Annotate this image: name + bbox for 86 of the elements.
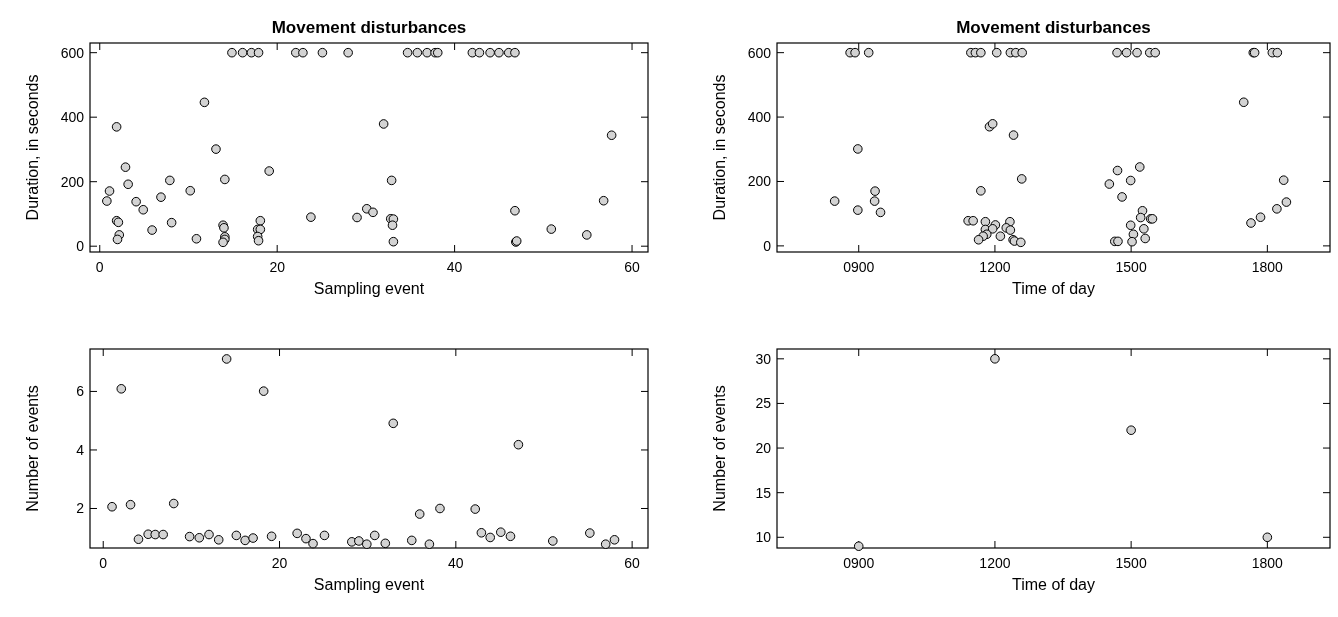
- point: [609, 535, 620, 545]
- x-tick-label: 0: [99, 555, 108, 571]
- x-tick-label: 1800: [1251, 259, 1284, 275]
- x-axis-title: Sampling event: [313, 280, 425, 297]
- point: [362, 539, 372, 549]
- point: [1262, 532, 1273, 543]
- point: [301, 533, 311, 544]
- y-tick-label: 0: [76, 238, 85, 255]
- point: [380, 538, 391, 549]
- chart-title: Movement disturbances: [956, 18, 1151, 37]
- point: [248, 533, 258, 543]
- y-tick-label: 200: [747, 173, 772, 190]
- point: [292, 528, 302, 539]
- point: [194, 532, 205, 543]
- y-axis-title: Duration, in seconds: [711, 74, 728, 221]
- point: [125, 499, 136, 510]
- point: [485, 532, 496, 543]
- point: [369, 530, 380, 541]
- point: [133, 534, 144, 545]
- point: [184, 531, 195, 542]
- x-axis-title: Sampling event: [313, 576, 425, 593]
- y-tick-label: 20: [755, 440, 772, 457]
- point: [548, 536, 558, 546]
- y-tick-label: 400: [60, 109, 85, 126]
- x-tick-label: 0: [95, 259, 104, 275]
- y-axis-title: Number of events: [711, 385, 728, 512]
- y-tick-label: 6: [76, 383, 85, 400]
- y-tick-label: 0: [763, 237, 772, 254]
- point: [258, 386, 269, 396]
- y-tick-label: 2: [76, 500, 85, 517]
- y-tick-label: 15: [755, 484, 772, 501]
- point: [240, 535, 250, 546]
- y-tick-label: 25: [755, 395, 772, 412]
- x-tick-label: 40: [446, 259, 463, 275]
- point: [107, 501, 117, 512]
- x-tick-label: 60: [624, 555, 641, 571]
- point: [213, 535, 224, 545]
- point: [158, 529, 168, 540]
- x-axis-title: Time of day: [1012, 576, 1095, 593]
- y-tick-label: 200: [60, 173, 85, 190]
- x-tick-label: 20: [271, 555, 288, 571]
- chart-title: Movement disturbances: [271, 18, 467, 37]
- point: [990, 354, 1000, 364]
- x-tick-label: 1200: [979, 259, 1011, 275]
- x-tick-label: 1800: [1251, 555, 1284, 571]
- x-tick-label: 40: [448, 555, 464, 571]
- point: [495, 527, 506, 537]
- y-tick-label: 600: [60, 44, 85, 61]
- y-axis-title: Number of events: [24, 385, 41, 512]
- point: [266, 531, 277, 542]
- point: [168, 498, 179, 509]
- x-tick-label: 1500: [1115, 259, 1147, 275]
- point: [319, 530, 330, 541]
- point: [414, 509, 425, 519]
- point: [354, 536, 364, 546]
- point: [476, 527, 487, 538]
- point: [150, 529, 161, 540]
- x-tick-label: 0900: [843, 259, 875, 275]
- point: [308, 538, 318, 549]
- point: [204, 529, 214, 540]
- point: [585, 528, 595, 538]
- y-tick-label: 400: [747, 109, 772, 126]
- y-tick-label: 600: [747, 44, 772, 61]
- y-axis-title: Duration, in seconds: [24, 74, 41, 221]
- x-tick-label: 0900: [843, 555, 875, 571]
- point: [505, 531, 516, 542]
- y-tick-label: 30: [755, 350, 772, 367]
- point: [231, 530, 242, 541]
- y-tick-label: 10: [755, 529, 772, 546]
- point: [470, 504, 481, 514]
- point: [406, 535, 417, 546]
- x-axis-title: Time of day: [1012, 280, 1095, 297]
- x-tick-label: 60: [624, 259, 641, 275]
- x-tick-label: 1200: [979, 555, 1011, 571]
- x-tick-label: 1500: [1115, 555, 1147, 571]
- point: [853, 541, 864, 552]
- point: [116, 384, 127, 394]
- point: [424, 539, 435, 549]
- point: [221, 354, 232, 364]
- x-tick-label: 20: [269, 259, 286, 275]
- point: [513, 439, 524, 450]
- point: [600, 539, 611, 549]
- point: [388, 418, 399, 429]
- point: [1126, 425, 1136, 436]
- point: [435, 503, 445, 514]
- y-tick-label: 4: [76, 441, 85, 458]
